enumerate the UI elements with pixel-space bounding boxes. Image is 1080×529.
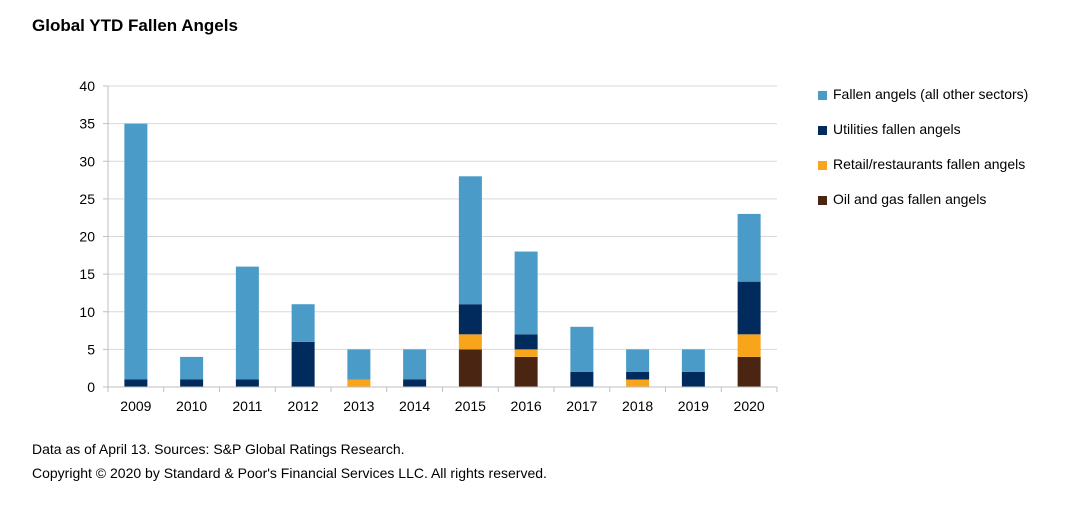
bar-segment bbox=[180, 379, 204, 387]
bar-segment bbox=[347, 349, 371, 380]
bar-segment bbox=[626, 349, 650, 372]
bar-segment bbox=[124, 123, 148, 380]
bar-segment bbox=[458, 176, 482, 305]
y-tick-label: 35 bbox=[79, 116, 95, 132]
bar-segment bbox=[291, 341, 315, 387]
legend-swatch bbox=[818, 196, 827, 205]
bar-segment bbox=[403, 379, 427, 387]
bar-segment bbox=[737, 334, 761, 357]
bar-segment bbox=[514, 251, 538, 335]
y-tick-label: 30 bbox=[79, 153, 95, 169]
bar-segment bbox=[570, 371, 594, 387]
bar-segment bbox=[737, 356, 761, 387]
y-tick-label: 0 bbox=[87, 379, 95, 395]
bar-segment bbox=[681, 349, 705, 372]
x-tick-label: 2010 bbox=[176, 398, 207, 414]
bar-segment bbox=[347, 379, 371, 387]
bar-segment bbox=[737, 281, 761, 335]
legend-label: Oil and gas fallen angels bbox=[833, 191, 987, 207]
y-tick-label: 10 bbox=[79, 304, 95, 320]
bar-segment bbox=[235, 379, 259, 387]
y-tick-label: 40 bbox=[79, 78, 95, 94]
bar-segment bbox=[626, 379, 650, 387]
legend-label: Utilities fallen angels bbox=[833, 121, 961, 137]
legend-swatch bbox=[818, 126, 827, 135]
x-tick-label: 2015 bbox=[455, 398, 486, 414]
y-tick-label: 20 bbox=[79, 229, 95, 245]
x-tick-label: 2016 bbox=[511, 398, 542, 414]
bar-segment bbox=[403, 349, 427, 380]
bar-segment bbox=[514, 334, 538, 350]
y-tick-label: 25 bbox=[79, 191, 95, 207]
x-tick-label: 2019 bbox=[678, 398, 709, 414]
legend-label: Fallen angels (all other sectors) bbox=[833, 86, 1029, 102]
bar-segment bbox=[291, 304, 315, 342]
x-tick-label: 2012 bbox=[288, 398, 319, 414]
bar-segment bbox=[570, 326, 594, 372]
legend-swatch bbox=[818, 161, 827, 170]
bar-segment bbox=[626, 371, 650, 380]
bar-segment bbox=[124, 379, 148, 387]
copyright-notice: Copyright © 2020 by Standard & Poor's Fi… bbox=[32, 465, 547, 481]
x-tick-label: 2018 bbox=[622, 398, 653, 414]
x-tick-label: 2009 bbox=[120, 398, 151, 414]
bar-segment bbox=[235, 266, 259, 380]
chart-title: Global YTD Fallen Angels bbox=[32, 16, 238, 35]
x-tick-label: 2011 bbox=[232, 398, 262, 414]
legend-swatch bbox=[818, 91, 827, 100]
bar-segment bbox=[180, 356, 204, 380]
source-footnote: Data as of April 13. Sources: S&P Global… bbox=[32, 441, 405, 457]
bar-segment bbox=[514, 356, 538, 387]
y-tick-label: 5 bbox=[87, 341, 95, 357]
bar-segment bbox=[458, 349, 482, 387]
x-tick-label: 2020 bbox=[734, 398, 765, 414]
bar-segment bbox=[458, 304, 482, 335]
bar-segment bbox=[458, 334, 482, 350]
x-tick-label: 2017 bbox=[566, 398, 597, 414]
bar-segment bbox=[681, 371, 705, 387]
legend-label: Retail/restaurants fallen angels bbox=[833, 156, 1026, 172]
bar-segment bbox=[737, 213, 761, 282]
y-tick-label: 15 bbox=[79, 266, 95, 282]
bar-segment bbox=[514, 349, 538, 357]
x-tick-label: 2014 bbox=[399, 398, 430, 414]
x-tick-label: 2013 bbox=[343, 398, 374, 414]
